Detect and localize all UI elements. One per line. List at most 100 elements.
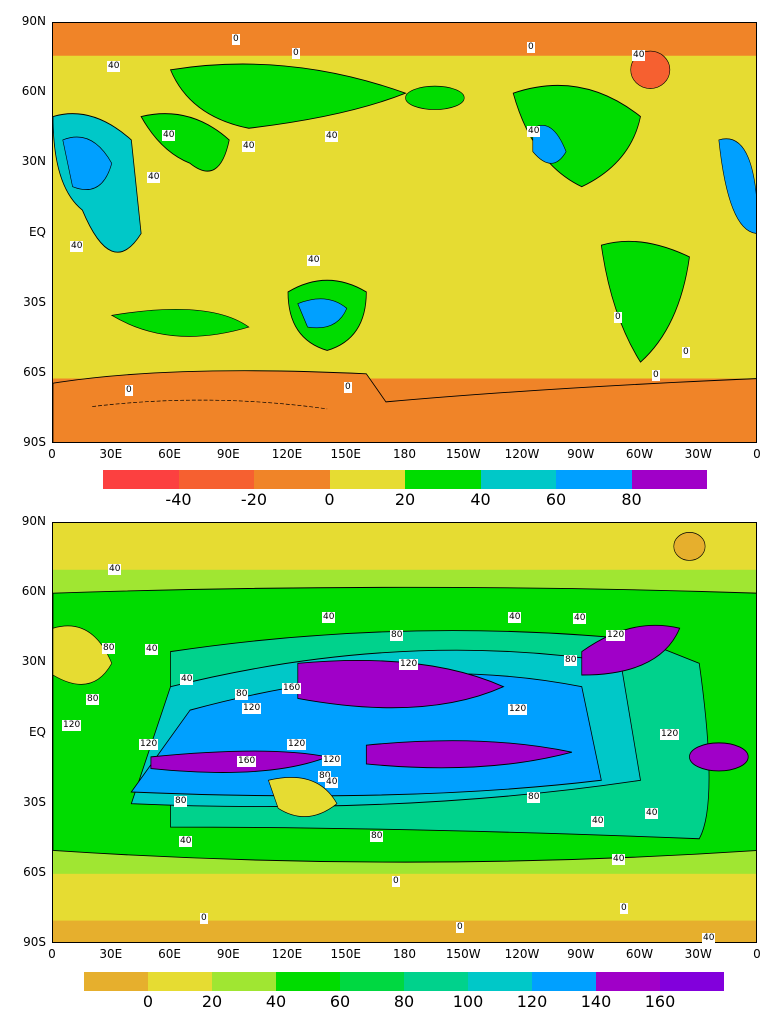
contour-label: 80: [102, 643, 116, 654]
contour-label: 0: [652, 370, 660, 381]
colorbar-label: 100: [452, 992, 484, 1011]
lat-tick: 30N: [21, 654, 46, 668]
contour-label: 0: [527, 42, 535, 53]
colorbar-swatch: [276, 972, 340, 991]
lat-tick: 60S: [23, 365, 46, 379]
contour-label: 40: [527, 126, 541, 137]
bottom-colorbar: [84, 972, 724, 991]
colorbar-swatch: [596, 972, 660, 991]
contour-label: 40: [145, 644, 159, 655]
lat-tick: 90N: [21, 14, 46, 28]
lat-tick: 90N: [21, 514, 46, 528]
lon-tick: 150W: [445, 947, 481, 961]
contour-label: 120: [242, 703, 262, 714]
lon-tick: 30E: [99, 447, 123, 461]
lon-tick: 60E: [158, 947, 181, 961]
contour-label: 120: [322, 755, 342, 766]
colorbar-swatch: [660, 972, 724, 991]
lon-tick: 150E: [330, 947, 362, 961]
colorbar-label: 60: [545, 490, 567, 509]
contour-label: 40: [322, 612, 336, 623]
contour-label: 40: [147, 172, 161, 183]
colorbar-swatch: [329, 470, 405, 489]
lat-tick: 90S: [23, 935, 46, 949]
contour-label: 160: [237, 756, 257, 767]
contour-label: 40: [645, 808, 659, 819]
colorbar-label: 0: [324, 490, 335, 509]
lon-tick: 30W: [684, 447, 712, 461]
lon-tick: 90E: [216, 947, 240, 961]
lat-tick: 60N: [21, 584, 46, 598]
contour-label: 40: [632, 50, 646, 61]
contour-label: 40: [307, 255, 321, 266]
colorbar-swatch: [405, 470, 481, 489]
colorbar-swatch: [212, 972, 276, 991]
contour-label: 120: [399, 659, 419, 670]
bottom-map-panel: 90N 60N 30N EQ 30S 60S 90S 0 30E 60E 90E 120…: [0, 500, 776, 1011]
contour-label: 80: [527, 792, 541, 803]
contour-label: 120: [606, 630, 626, 641]
contour-label: 80: [564, 655, 578, 666]
lon-tick: 90E: [216, 447, 240, 461]
contour-label: 120: [660, 729, 680, 740]
top-map-panel: 90N 60N 30N EQ 30S 60S 90S 0 30E 60E 90E 120…: [0, 0, 776, 509]
colorbar-label: 40: [265, 992, 287, 1011]
contour-label: 0: [344, 382, 352, 393]
lat-tick: 90S: [23, 435, 46, 449]
colorbar-swatch: [148, 972, 212, 991]
colorbar-swatch: [631, 470, 707, 489]
lon-tick: 90W: [567, 447, 595, 461]
contour-label: 40: [325, 131, 339, 142]
lat-tick: 30N: [21, 154, 46, 168]
contour-label: 0: [682, 347, 690, 358]
contour-label: 0: [456, 922, 464, 933]
lon-tick: 90W: [567, 947, 595, 961]
lat-tick: 60S: [23, 865, 46, 879]
colorbar-label: -20: [240, 490, 268, 509]
colorbar-label: 0: [142, 992, 154, 1011]
contour-label: 40: [108, 564, 122, 575]
lon-tick: 120W: [504, 947, 540, 961]
contour-label: 40: [508, 612, 522, 623]
contour-label: 0: [200, 913, 208, 924]
contour-label: 0: [392, 876, 400, 887]
contour-label: 40: [591, 816, 605, 827]
contour-label: 80: [390, 630, 404, 641]
colorbar-swatch: [404, 972, 468, 991]
colorbar-label: 20: [394, 490, 416, 509]
colorbar-swatch: [556, 470, 632, 489]
colorbar-label: 120: [516, 992, 548, 1011]
contour-label: 80: [318, 771, 332, 782]
contour-label: 40: [573, 613, 587, 624]
colorbar-swatch: [103, 470, 179, 489]
contour-label: 40: [107, 61, 121, 72]
contour-label: 80: [86, 694, 100, 705]
lon-tick: 0: [48, 947, 56, 961]
top-map: [52, 22, 757, 443]
contour-label: 40: [702, 933, 716, 944]
colorbar-swatch: [84, 972, 148, 991]
lon-tick: 150E: [330, 447, 362, 461]
contour-label: 80: [174, 796, 188, 807]
lat-tick: EQ: [28, 725, 46, 739]
contour-label: 40: [70, 241, 84, 252]
contour-label: 120: [139, 739, 159, 750]
colorbar-label: 20: [201, 992, 223, 1011]
lat-tick: 60N: [21, 84, 46, 98]
colorbar-swatch: [532, 972, 596, 991]
lon-tick: 0: [753, 947, 761, 961]
bottom-map-field: [53, 523, 756, 942]
colorbar-label: 40: [470, 490, 491, 509]
contour-label: 160: [282, 683, 302, 694]
contour-label: 40: [162, 130, 176, 141]
colorbar-swatch: [480, 470, 556, 489]
contour-label: 80: [370, 831, 384, 842]
colorbar-swatch: [340, 972, 404, 991]
contour-label: 0: [232, 34, 240, 45]
colorbar-swatch: [468, 972, 532, 991]
colorbar-label: 80: [393, 992, 415, 1011]
contour-label: 0: [292, 48, 300, 59]
lon-tick: 60W: [625, 447, 654, 461]
contour-label: 80: [235, 689, 249, 700]
contour-label: 0: [620, 903, 628, 914]
